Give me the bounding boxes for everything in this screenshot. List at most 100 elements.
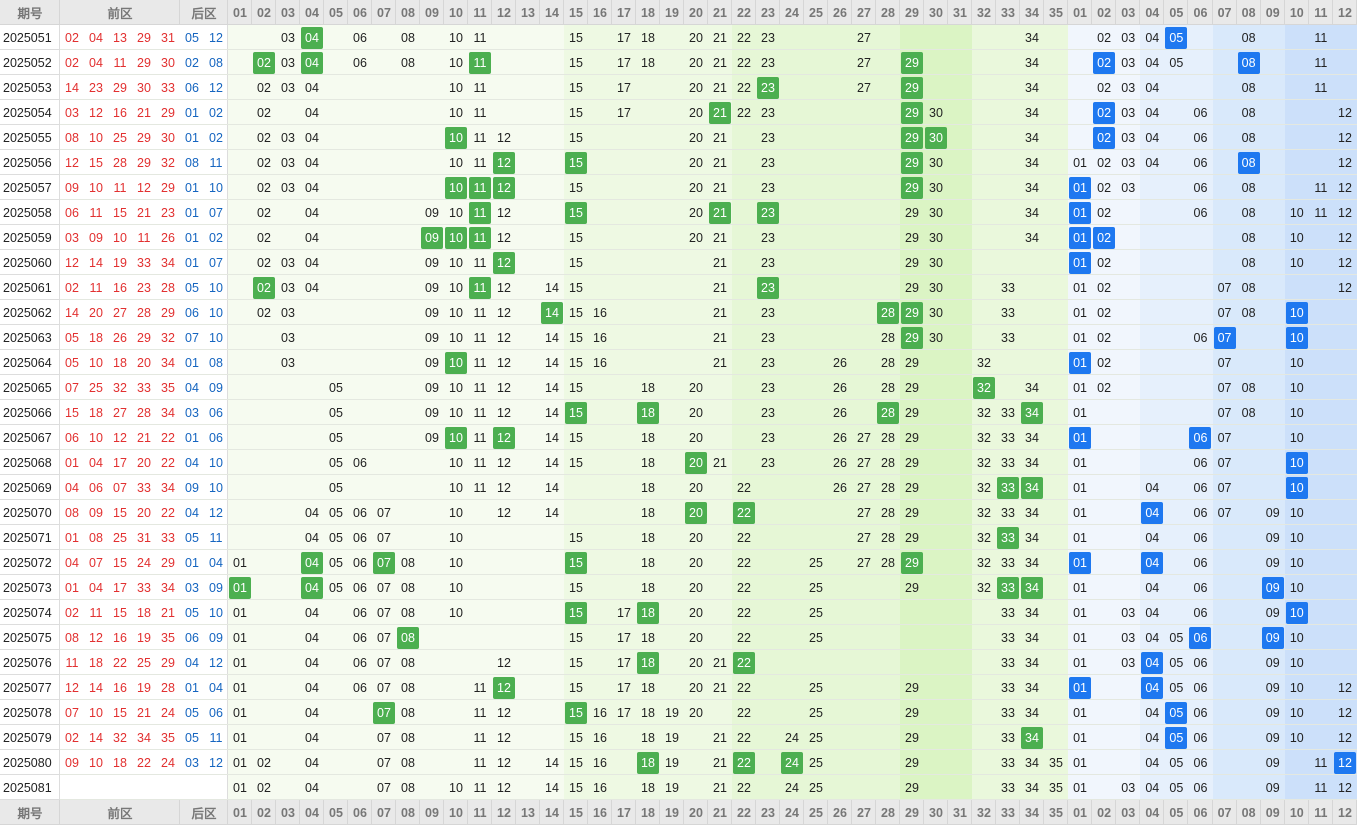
front-cell xyxy=(612,575,636,600)
back-cell: 04 xyxy=(1140,650,1165,675)
front-cell: 10 xyxy=(444,775,468,800)
front-cell xyxy=(1044,125,1068,150)
front-cell: 11 xyxy=(468,775,492,800)
front-draw: 16 xyxy=(108,675,132,700)
back-cell: 11 xyxy=(1308,50,1333,75)
front-cell: 15 xyxy=(564,125,588,150)
front-cell xyxy=(684,775,708,800)
footer-front-number: 33 xyxy=(996,800,1020,825)
back-cell: 11 xyxy=(1308,75,1333,100)
back-cell xyxy=(1260,350,1285,375)
front-cell xyxy=(972,625,996,650)
front-cell: 08 xyxy=(396,600,420,625)
back-draw: 11 xyxy=(204,525,228,550)
back-cell xyxy=(1188,225,1213,250)
front-cell: 10 xyxy=(444,475,468,500)
front-draw: 33 xyxy=(132,475,156,500)
front-cell xyxy=(804,650,828,675)
front-cell: 07 xyxy=(372,700,396,725)
front-cell xyxy=(996,50,1020,75)
front-draw: 18 xyxy=(108,750,132,775)
front-cell xyxy=(420,500,444,525)
front-draw: 29 xyxy=(156,300,180,325)
front-cell xyxy=(684,750,708,775)
back-cell xyxy=(1308,650,1333,675)
front-cell: 21 xyxy=(708,650,732,675)
front-cell xyxy=(972,75,996,100)
front-cell xyxy=(924,600,948,625)
back-cell xyxy=(1140,275,1165,300)
back-cell xyxy=(1140,375,1165,400)
front-cell xyxy=(324,700,348,725)
front-cell: 11 xyxy=(468,275,492,300)
front-cell xyxy=(1044,375,1068,400)
front-cell: 06 xyxy=(348,450,372,475)
footer-back: 后区 xyxy=(180,800,228,825)
back-cell xyxy=(1164,200,1189,225)
front-cell: 15 xyxy=(564,400,588,425)
front-cell xyxy=(612,275,636,300)
front-draw: 12 xyxy=(60,150,84,175)
front-cell xyxy=(876,25,900,50)
front-cell: 21 xyxy=(708,225,732,250)
front-cell xyxy=(252,600,276,625)
front-cell: 23 xyxy=(756,300,780,325)
footer-back-number: 05 xyxy=(1164,800,1189,825)
front-hit: 34 xyxy=(1021,726,1043,749)
back-cell: 12 xyxy=(1332,725,1357,750)
front-cell: 07 xyxy=(372,775,396,800)
front-cell: 04 xyxy=(300,600,324,625)
front-cell: 15 xyxy=(564,275,588,300)
front-cell xyxy=(828,575,852,600)
front-cell: 15 xyxy=(564,425,588,450)
front-hit: 29 xyxy=(901,301,923,324)
front-cell: 02 xyxy=(252,250,276,275)
front-cell: 05 xyxy=(324,475,348,500)
back-cell xyxy=(1164,300,1189,325)
back-cell: 09 xyxy=(1260,775,1285,800)
footer-back-number: 07 xyxy=(1212,800,1237,825)
front-cell: 20 xyxy=(684,475,708,500)
back-cell xyxy=(1164,525,1189,550)
front-cell: 06 xyxy=(348,650,372,675)
front-cell: 12 xyxy=(492,225,516,250)
front-cell: 08 xyxy=(396,725,420,750)
back-cell xyxy=(1308,550,1333,575)
header-front-number: 26 xyxy=(828,0,852,25)
front-cell xyxy=(924,675,948,700)
back-cell xyxy=(1116,250,1141,275)
front-cell xyxy=(348,475,372,500)
front-cell xyxy=(492,625,516,650)
front-draw: 33 xyxy=(132,250,156,275)
front-cell: 15 xyxy=(564,725,588,750)
front-cell xyxy=(732,175,756,200)
front-cell: 27 xyxy=(852,500,876,525)
front-cell xyxy=(228,500,252,525)
front-cell xyxy=(828,750,852,775)
front-cell: 34 xyxy=(1020,125,1044,150)
front-draw: 10 xyxy=(84,350,108,375)
front-cell xyxy=(1044,500,1068,525)
back-draw: 04 xyxy=(204,675,228,700)
front-draw: 32 xyxy=(108,725,132,750)
front-cell: 03 xyxy=(276,350,300,375)
front-cell xyxy=(828,200,852,225)
front-cell xyxy=(660,675,684,700)
back-cell: 01 xyxy=(1068,275,1093,300)
front-cell xyxy=(948,425,972,450)
front-cell xyxy=(492,50,516,75)
back-cell: 10 xyxy=(1284,525,1309,550)
front-cell: 21 xyxy=(708,200,732,225)
footer-front-number: 25 xyxy=(804,800,828,825)
back-draw: 05 xyxy=(180,700,204,725)
back-cell: 10 xyxy=(1284,225,1309,250)
footer-front-number: 07 xyxy=(372,800,396,825)
back-cell: 12 xyxy=(1332,250,1357,275)
back-cell: 09 xyxy=(1260,700,1285,725)
back-draw: 06 xyxy=(204,700,228,725)
front-cell: 06 xyxy=(348,50,372,75)
back-draw: 09 xyxy=(204,575,228,600)
front-cell: 04 xyxy=(300,500,324,525)
front-cell: 28 xyxy=(876,350,900,375)
front-cell xyxy=(828,175,852,200)
